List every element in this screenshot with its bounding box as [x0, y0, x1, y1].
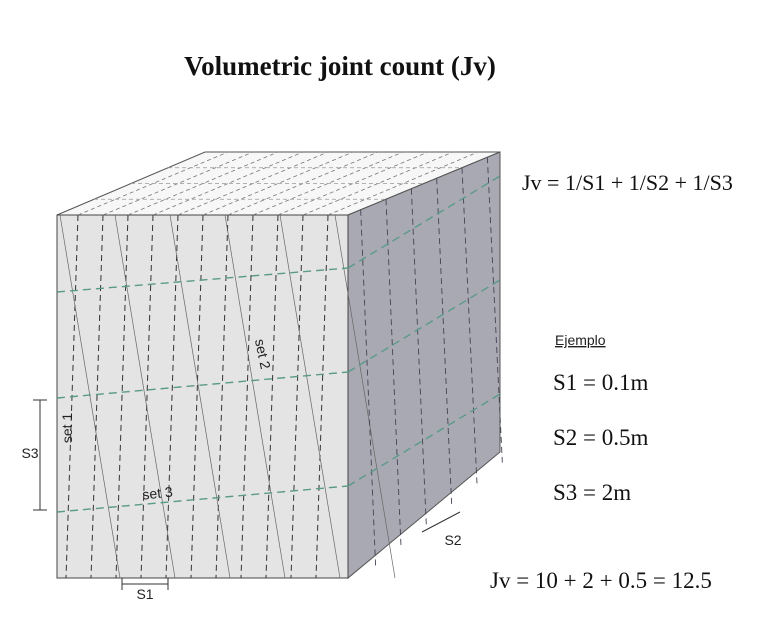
example-line: S1 = 0.1m	[553, 370, 649, 395]
dimension-label: S3	[21, 445, 38, 461]
example-heading: Ejemplo	[555, 332, 606, 348]
joint-top	[152, 151, 304, 216]
dimension-lines	[33, 399, 461, 590]
joint-right	[461, 167, 478, 484]
joint-set-2	[334, 214, 396, 579]
joint-set-1	[265, 214, 279, 579]
example-line: S3 = 2m	[553, 480, 631, 505]
joint-set-1	[290, 214, 304, 579]
dimension-label: S2	[444, 532, 461, 548]
joint-set-2	[169, 214, 231, 579]
set-label: set 3	[142, 483, 174, 502]
joint-set-3	[347, 175, 501, 269]
front-face	[56, 214, 349, 579]
joint-right	[385, 199, 402, 547]
dimension-label: S1	[136, 586, 153, 602]
joint-top	[102, 151, 254, 216]
joint-set-3	[56, 267, 349, 293]
joint-top	[302, 151, 454, 216]
joint-top	[77, 151, 229, 216]
example-result: Jv = 10 + 2 + 0.5 = 12.5	[490, 568, 712, 593]
joint-right	[486, 157, 503, 463]
joint-set-2	[279, 214, 341, 579]
joint-set-1	[240, 214, 254, 579]
joint-top	[227, 151, 379, 216]
joint-set-2	[224, 214, 286, 579]
joint-set-1	[190, 214, 204, 579]
joint-top	[252, 151, 404, 216]
joint-set-2	[114, 214, 176, 579]
joint-right	[436, 178, 453, 505]
joint-right	[410, 188, 427, 526]
joint-set-3	[56, 485, 349, 513]
cube	[56, 151, 503, 580]
joint-set-1	[215, 214, 229, 579]
title: Volumetric joint count (Jv)	[184, 51, 496, 81]
set-label: set 2	[252, 337, 274, 370]
dimension	[421, 511, 461, 533]
joint-set-1	[115, 214, 129, 579]
joint-set-2	[59, 214, 121, 579]
joint-top	[177, 151, 329, 216]
set-label: set 1	[59, 413, 75, 444]
example-line: S2 = 0.5m	[553, 425, 649, 450]
joint-set-3	[347, 279, 501, 373]
joint-set-1	[140, 214, 154, 579]
joint-top	[327, 151, 479, 216]
joint-top	[127, 151, 279, 216]
formula: Jv = 1/S1 + 1/S2 + 1/S3	[522, 170, 733, 195]
joint-set-3	[347, 393, 501, 487]
joint-set-1	[165, 214, 179, 579]
joint-top	[202, 151, 354, 216]
joint-set-3	[56, 371, 349, 399]
joint-top	[277, 151, 429, 216]
joint-set-1	[90, 214, 104, 579]
joint-set-1	[315, 214, 329, 579]
